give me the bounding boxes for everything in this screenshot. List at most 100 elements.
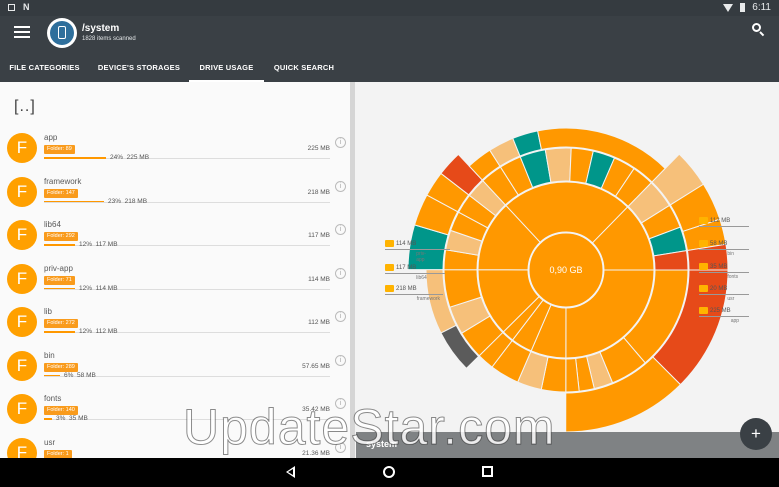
info-icon[interactable]: i bbox=[335, 224, 346, 235]
tab-devices-storages[interactable]: DEVICE'S STORAGES bbox=[97, 63, 181, 72]
chart-segment-framework[interactable] bbox=[505, 181, 629, 244]
status-bar: N 6:11 bbox=[0, 0, 779, 16]
sunburst-chart: 0,90 GB bbox=[407, 127, 729, 433]
pane-divider[interactable] bbox=[350, 82, 355, 458]
n-icon: N bbox=[23, 2, 30, 12]
tab-bar: FILE CATEGORIES DEVICE'S STORAGES DRIVE … bbox=[0, 58, 779, 82]
folder-count-badge: Folder: 1 bbox=[44, 449, 72, 458]
info-icon[interactable]: i bbox=[335, 398, 346, 409]
search-icon[interactable] bbox=[751, 22, 765, 37]
usage-bar bbox=[44, 157, 106, 159]
notification-square-icon bbox=[8, 3, 15, 11]
folder-name: lib bbox=[44, 307, 53, 316]
chart-label-lib[interactable]: 112 MB bbox=[699, 217, 749, 227]
folder-icon bbox=[699, 307, 708, 314]
info-icon[interactable]: i bbox=[335, 267, 346, 279]
folder-icon bbox=[385, 285, 394, 292]
chart-segment-app[interactable] bbox=[565, 269, 655, 359]
folder-icon bbox=[385, 264, 394, 271]
tab-file-categories[interactable]: FILE CATEGORIES bbox=[9, 63, 80, 72]
folder-count-badge: Folder: 292 bbox=[44, 232, 78, 241]
chart-center-label: 0,90 GB bbox=[549, 265, 582, 275]
usage-track bbox=[44, 245, 330, 246]
folder-name: priv-app bbox=[44, 263, 73, 273]
usage-track bbox=[44, 158, 330, 159]
chart-label-lib64[interactable]: 117 MB lib64 bbox=[385, 264, 445, 281]
recents-icon[interactable] bbox=[482, 466, 493, 477]
folder-avatar: F bbox=[7, 307, 37, 337]
chart-label-fonts[interactable]: 35 MB fonts bbox=[699, 263, 749, 280]
usage-chart-pane: 0,90 GB 114 MB priv-app 117 MB lib64 218… bbox=[355, 82, 779, 458]
chart-segment-priv-app-child[interactable] bbox=[653, 250, 689, 271]
folder-size: 112 MB bbox=[308, 319, 330, 326]
folder-size: 225 MB bbox=[307, 145, 330, 152]
usage-percent: 23% 218 MB bbox=[108, 197, 148, 205]
folder-avatar: F bbox=[7, 176, 37, 207]
info-icon[interactable]: i bbox=[335, 441, 346, 453]
usage-percent: 12% 112 MB bbox=[79, 328, 118, 335]
info-icon[interactable]: i bbox=[335, 137, 346, 148]
folder-name: lib64 bbox=[44, 220, 61, 229]
usage-bar bbox=[44, 331, 75, 333]
chart-segment-priv-app[interactable] bbox=[591, 206, 655, 271]
storage-avatar bbox=[47, 18, 77, 48]
folder-size: 57.65 MB bbox=[302, 362, 330, 370]
page-title: /system bbox=[82, 23, 120, 34]
chart-segment-priv-app-child[interactable] bbox=[686, 243, 729, 271]
usage-bar bbox=[44, 418, 52, 420]
usage-track bbox=[44, 332, 330, 333]
parent-folder-item[interactable]: [..] bbox=[14, 98, 36, 115]
folder-name: app bbox=[44, 133, 58, 142]
folder-avatar: F bbox=[7, 263, 37, 294]
usage-bar bbox=[44, 244, 75, 246]
folder-avatar: F bbox=[7, 437, 37, 458]
usage-percent: 12% 117 MB bbox=[79, 241, 118, 248]
folder-icon bbox=[385, 240, 394, 247]
folder-count-badge: Folder: 289 bbox=[44, 362, 78, 372]
usage-percent: 24% 225 MB bbox=[110, 154, 150, 161]
folder-icon bbox=[699, 240, 708, 247]
current-folder-label: system bbox=[366, 439, 398, 449]
info-icon[interactable]: i bbox=[335, 311, 346, 322]
chart-center[interactable] bbox=[528, 232, 604, 308]
chart-label-app[interactable]: 225 MB app bbox=[699, 307, 749, 324]
folder-size: 117 MB bbox=[308, 232, 330, 239]
info-icon[interactable]: i bbox=[335, 180, 346, 192]
tab-drive-usage[interactable]: DRIVE USAGE bbox=[189, 58, 264, 82]
home-icon[interactable] bbox=[383, 466, 395, 478]
folder-avatar: F bbox=[7, 394, 37, 424]
back-icon[interactable] bbox=[286, 466, 295, 478]
folder-name: usr bbox=[44, 437, 56, 447]
chart-label-priv-app[interactable]: 114 MB priv-app bbox=[385, 240, 450, 263]
usage-percent: 12% 114 MB bbox=[79, 284, 118, 292]
chart-label-bin[interactable]: 58 MB bin bbox=[699, 240, 749, 257]
folder-count-badge: Folder: 89 bbox=[44, 145, 75, 154]
folder-size: 35.42 MB bbox=[302, 406, 330, 413]
usage-percent: 6% 58 MB bbox=[64, 371, 96, 379]
chart-label-framework[interactable]: 218 MB framework bbox=[385, 285, 443, 302]
usage-bar bbox=[44, 374, 60, 376]
tab-quick-search[interactable]: QUICK SEARCH bbox=[273, 63, 335, 72]
page-subtitle: 1828 items scanned bbox=[82, 36, 136, 42]
folder-count-badge: Folder: 140 bbox=[44, 406, 78, 415]
system-nav-bar bbox=[0, 458, 779, 487]
add-button[interactable]: + bbox=[740, 418, 772, 450]
chart-label-usr[interactable]: 20 MB usr bbox=[699, 285, 749, 302]
folder-avatar: F bbox=[7, 350, 37, 381]
folder-size: 21.36 MB bbox=[302, 449, 330, 457]
menu-icon[interactable] bbox=[14, 26, 30, 40]
info-icon[interactable]: i bbox=[335, 354, 346, 366]
wifi-icon bbox=[723, 3, 734, 12]
folder-size: 218 MB bbox=[307, 188, 330, 196]
usage-track bbox=[44, 375, 330, 376]
